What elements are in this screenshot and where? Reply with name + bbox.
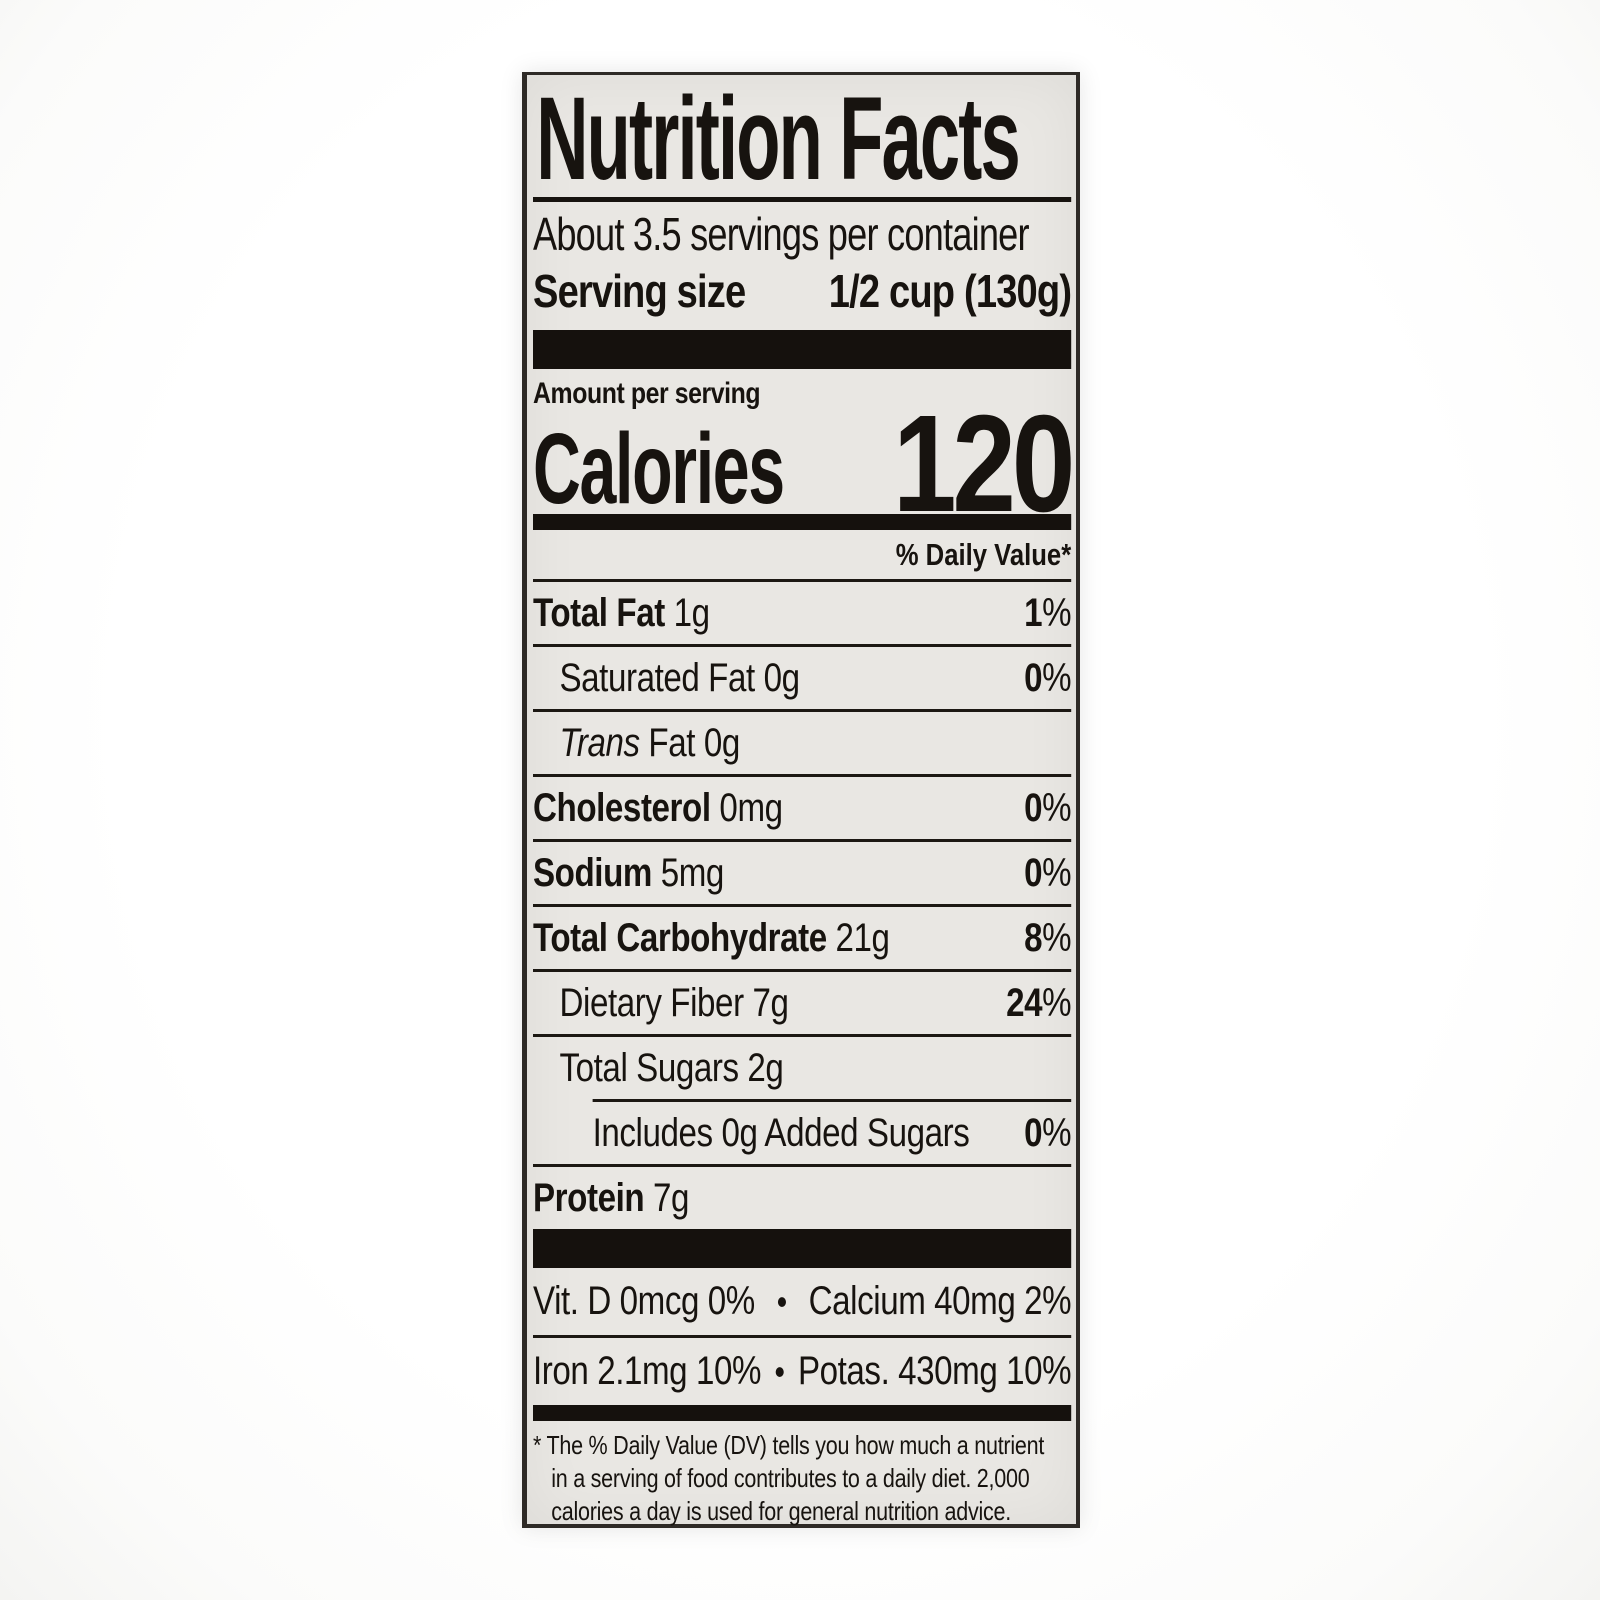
label-title: Nutrition Facts <box>536 73 1071 205</box>
daily-value-percent: 24% <box>1006 981 1072 1025</box>
daily-value-percent: 0% <box>1024 1111 1072 1155</box>
bullet-icon: • <box>776 1281 787 1322</box>
label-content: Nutrition Facts About 3.5 servings per c… <box>533 73 1075 1528</box>
nutrient-row-cholesterol: Cholesterol 0mg 0% <box>533 774 1072 839</box>
nutrient-row-total-sugars-2g: Total Sugars 2g <box>533 1034 1072 1099</box>
bullet-icon: • <box>774 1351 785 1392</box>
separator-bar-thick-bottom <box>533 1229 1072 1268</box>
nutrient-row-sodium: Sodium 5mg 0% <box>533 839 1072 904</box>
daily-value-percent: 0% <box>1024 656 1072 700</box>
nutrient-row-saturated-fat-0g: Saturated Fat 0g 0% <box>533 644 1072 709</box>
nutrient-row-total-carbohydrate: Total Carbohydrate 21g 8% <box>533 904 1072 969</box>
micronutrient-right: Calcium 40mg 2% <box>808 1279 1072 1323</box>
nutrient-name: Saturated Fat 0g <box>559 656 800 700</box>
nutrient-name: Dietary Fiber 7g <box>559 981 789 1025</box>
daily-value-footnote: * The % Daily Value (DV) tells you how m… <box>533 1430 1045 1526</box>
label-title-text: Nutrition Facts <box>536 73 1020 205</box>
nutrient-row-total-fat: Total Fat 1g 1% <box>533 579 1072 644</box>
nutrient-row-protein: Protein 7g <box>533 1164 1072 1229</box>
nutrient-rows: Total Fat 1g 1% Saturated Fat 0g 0% Trans Fa… <box>533 579 1072 1229</box>
daily-value-header: % Daily Value* <box>895 537 1072 572</box>
nutrient-row-trans: Trans Fat 0g <box>533 709 1072 774</box>
serving-size-label: Serving size <box>533 265 746 317</box>
micronutrient-left: Iron 2.1mg 10% <box>533 1349 762 1393</box>
servings-per-container: About 3.5 servings per container <box>533 208 1071 260</box>
separator-bar-medium-footnote <box>533 1405 1072 1421</box>
nutrition-facts-label: Nutrition Facts About 3.5 servings per c… <box>522 72 1080 1528</box>
serving-size-value: 1/2 cup (130g) <box>828 265 1072 317</box>
separator-bar-medium-calories <box>533 514 1072 530</box>
micronutrient-left: Vit. D 0mcg 0% <box>533 1279 755 1323</box>
amount-per-serving-label: Amount per serving <box>533 377 761 410</box>
daily-value-percent: 0% <box>1024 851 1072 895</box>
separator-bar-thick-top <box>533 330 1072 369</box>
calories-row: Calories 120 <box>533 387 1075 541</box>
nutrient-name: Trans Fat 0g <box>559 721 740 765</box>
daily-value-percent: 1% <box>1024 591 1072 635</box>
nutrient-name: Includes 0g Added Sugars <box>592 1111 970 1155</box>
nutrient-row-includes-0g-added-sugars: Includes 0g Added Sugars 0% <box>533 1099 1072 1164</box>
nutrient-name: Cholesterol 0mg <box>533 786 783 830</box>
nutrient-row-dietary-fiber-7g: Dietary Fiber 7g 24% <box>533 969 1072 1034</box>
servings-per-container-text: About 3.5 servings per container <box>533 208 1030 260</box>
micronutrient-rows: Vit. D 0mcg 0% • Calcium 40mg 2% Iron 2.1mg… <box>533 1268 1072 1405</box>
serving-size-row: Serving size 1/2 cup (130g) <box>533 262 1072 320</box>
nutrient-name: Protein 7g <box>533 1176 690 1220</box>
nutrient-name: Total Carbohydrate 21g <box>533 916 890 960</box>
nutrient-name: Total Sugars 2g <box>559 1046 784 1090</box>
calories-label-text: Calories <box>533 413 785 525</box>
calories-value: 120 <box>892 387 1075 541</box>
micronutrient-row-vit-d-0mcg-0: Vit. D 0mcg 0% • Calcium 40mg 2% <box>533 1268 1072 1335</box>
daily-value-percent: 0% <box>1024 786 1072 830</box>
calories-label: Calories <box>533 413 847 525</box>
title-rule <box>533 197 1072 202</box>
daily-value-percent: 8% <box>1024 916 1072 960</box>
micronutrient-row-iron-2-1mg-10: Iron 2.1mg 10% • Potas. 430mg 10% <box>533 1335 1072 1405</box>
nutrient-name: Total Fat 1g <box>533 591 710 635</box>
micronutrient-right: Potas. 430mg 10% <box>797 1349 1072 1393</box>
nutrient-name: Sodium 5mg <box>533 851 724 895</box>
